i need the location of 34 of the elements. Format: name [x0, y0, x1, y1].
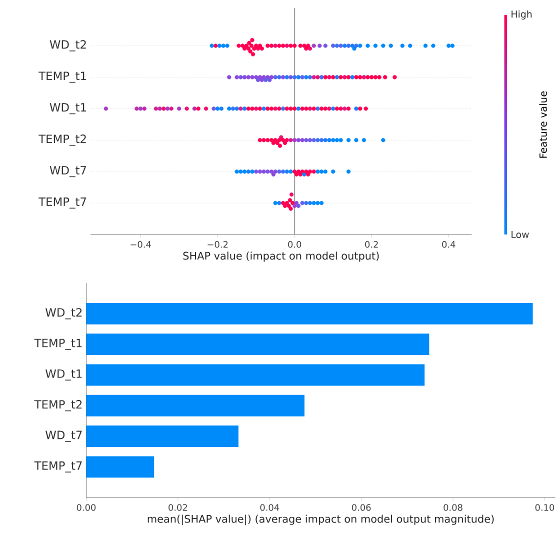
- x-tick-label: 0.00: [76, 504, 96, 511]
- y-tick-label: WD_t2: [50, 40, 86, 52]
- x-tick-label: 0.2: [365, 241, 378, 248]
- color-bar-title: Feature value: [539, 91, 547, 158]
- y-tick-label: WD_t2: [46, 308, 82, 320]
- bar: [86, 302, 533, 324]
- x-tick-label: 0.02: [168, 504, 187, 511]
- x-tick-label: −0.2: [208, 241, 228, 248]
- text: Low: [512, 231, 529, 238]
- x-axis-title: mean(|SHAP value|) (average impact on model output magnitude): [148, 514, 494, 526]
- y-tick-label: TEMP_t7: [38, 198, 86, 209]
- x-tick-label: 0.0: [288, 241, 302, 248]
- bar: [86, 394, 304, 416]
- bar: [86, 334, 430, 356]
- y-tick-label: WD_t7: [50, 166, 86, 178]
- x-tick-label: 0.08: [444, 504, 462, 511]
- y-tick-label: WD_t1: [46, 370, 82, 381]
- x-tick-label: 0.06: [352, 504, 371, 511]
- y-tick-label: TEMP_t2: [34, 400, 82, 412]
- x-axis-title: SHAP value (impact on model output): [183, 252, 379, 262]
- y-tick-label: TEMP_t7: [34, 461, 82, 472]
- bar: [86, 456, 154, 478]
- y-tick-label: TEMP_t1: [34, 338, 82, 350]
- y-tick-label: WD_t1: [50, 103, 86, 114]
- y-tick-label: TEMP_t2: [38, 134, 86, 146]
- bar: [86, 364, 425, 386]
- text: High: [512, 10, 532, 20]
- bar: [86, 426, 238, 448]
- x-tick-label: 0.4: [442, 241, 456, 248]
- x-tick-label: 0.10: [535, 504, 554, 511]
- y-tick-label: TEMP_t1: [38, 72, 86, 83]
- x-tick-label: −0.4: [130, 241, 151, 248]
- x-tick-label: 0.04: [260, 504, 280, 511]
- y-tick-label: WD_t7: [46, 430, 82, 442]
